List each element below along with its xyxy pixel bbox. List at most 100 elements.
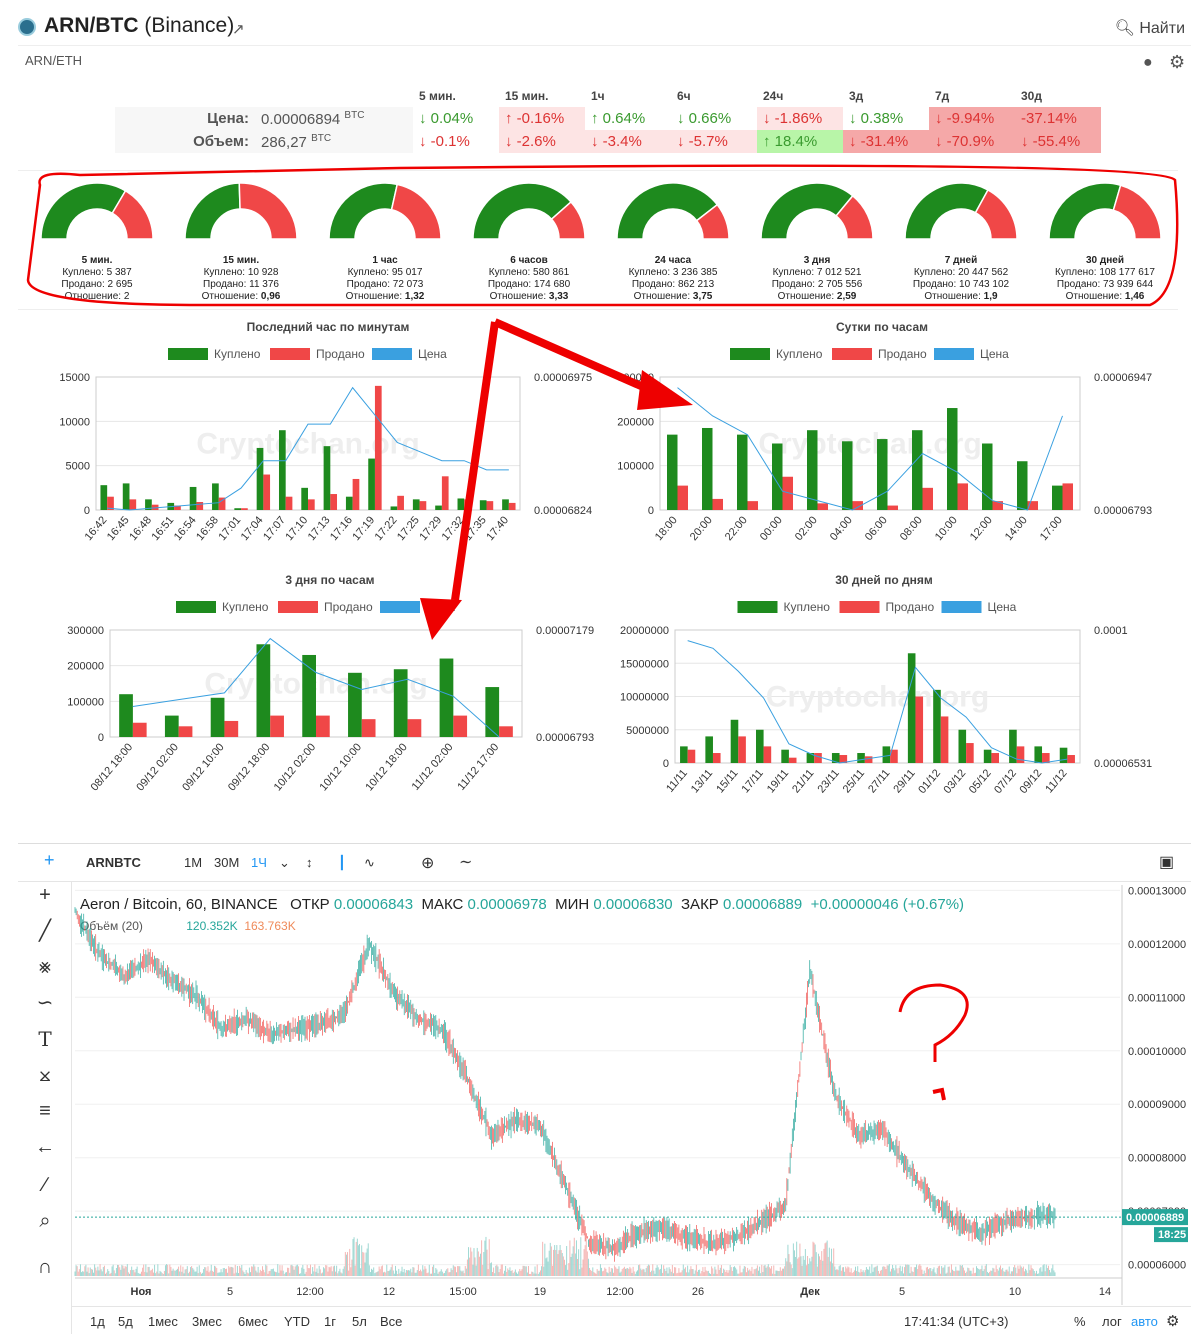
price-change-cell: -37.14% — [1015, 107, 1101, 130]
gauge-bought: Куплено: 10 928 — [203, 267, 279, 278]
log-toggle[interactable]: лог — [1102, 1314, 1122, 1329]
range-button[interactable]: 1мес — [148, 1314, 178, 1329]
x-tick: 17:00 — [1038, 514, 1065, 543]
settings-gear-icon[interactable]: ⚙ — [1166, 1313, 1180, 1330]
magnet-icon[interactable]: ∩ — [37, 1256, 53, 1278]
pattern-icon[interactable]: ⨲ — [39, 1064, 51, 1086]
price-line — [132, 637, 500, 738]
bar-bought — [348, 672, 362, 737]
bar-sold — [747, 501, 758, 510]
bar-bought — [368, 458, 375, 510]
bar-sold — [788, 757, 797, 763]
bar-bought — [756, 729, 764, 763]
symbol-input[interactable]: ARNBTC — [86, 855, 141, 870]
brush-icon[interactable]: ∽ — [36, 992, 54, 1014]
x-tick: 18:00 — [653, 514, 680, 543]
percent-toggle[interactable]: % — [1074, 1314, 1086, 1329]
page-title: ARN/BTC (Binance) — [44, 14, 235, 37]
external-link-icon[interactable]: ↗ — [232, 21, 245, 38]
bar-sold — [132, 722, 147, 737]
x-tick: 10/12 10:00 — [318, 741, 365, 793]
gauge-5: 24 часа Куплено: 3 236 385 Продано: 862 21… — [608, 181, 738, 303]
fib-icon[interactable]: ≡ — [39, 1100, 51, 1122]
x-tick: 25/11 — [841, 767, 867, 795]
volume-change-cell: ↓ -31.4% — [843, 130, 929, 153]
wave-icon[interactable]: ∼ — [459, 854, 473, 871]
chevron-down-icon[interactable]: ⌄ — [279, 855, 290, 870]
range-button[interactable]: 1д — [90, 1314, 105, 1329]
bar-sold — [712, 498, 723, 510]
range-button[interactable]: Все — [380, 1314, 403, 1329]
bar-sold — [1067, 755, 1075, 763]
bar-sold — [957, 483, 968, 510]
bar-bought — [167, 502, 175, 510]
crosshair-icon[interactable]: + — [44, 850, 55, 870]
bar-bought — [145, 499, 152, 510]
x-tick: 14:00 — [1003, 514, 1030, 543]
x-tick: 06:00 — [863, 514, 890, 543]
compare-icon[interactable]: ↕ — [306, 855, 313, 870]
trendline-icon[interactable]: ╱ — [38, 920, 52, 942]
bar-bought — [119, 694, 133, 737]
cursor-icon[interactable]: + — [39, 884, 51, 906]
pitchfork-icon[interactable]: ⨳ — [38, 956, 52, 978]
indicators-icon[interactable]: ∿ — [364, 855, 375, 870]
range-button[interactable]: 3мес — [192, 1314, 222, 1329]
gauge-bought-arc — [184, 182, 241, 240]
bar-sold — [330, 494, 338, 510]
gauge-sold-arc — [390, 183, 442, 240]
x-tick: 01/12 — [916, 767, 943, 796]
legend-label: Продано — [316, 347, 365, 361]
range-button[interactable]: 6мес — [238, 1314, 268, 1329]
bar-bought — [479, 500, 487, 510]
bar-sold — [285, 496, 293, 510]
interval-1h[interactable]: 1Ч — [251, 855, 267, 870]
x-tick: 16:58 — [194, 514, 221, 543]
search-button[interactable]: 🔍︎ Найти — [1114, 20, 1185, 37]
gauge-sold: Продано: 11 376 — [203, 279, 279, 290]
bar-sold — [308, 499, 315, 510]
bar-sold — [738, 736, 746, 763]
auto-toggle[interactable]: авто — [1131, 1314, 1158, 1329]
bar-bought — [1034, 746, 1043, 763]
range-button[interactable]: 5л — [352, 1314, 367, 1329]
x-tick: 17:10 — [283, 514, 310, 543]
bar-bought — [958, 729, 967, 763]
gear-icon[interactable]: ⚙ — [1169, 52, 1186, 72]
range-button[interactable]: 5д — [118, 1314, 133, 1329]
buy-sell-gauges: 5 мин. Куплено: 5 387 Продано: 2 695 Отноше… — [18, 170, 1178, 310]
bar-bought — [1009, 729, 1017, 763]
watermark: Cryptochan.org — [766, 681, 989, 714]
gauge-sold-arc — [238, 182, 298, 240]
x-tick: 10/12 18:00 — [363, 741, 410, 793]
x-tick: 16:51 — [150, 514, 177, 543]
bar-bought — [1052, 485, 1063, 510]
bar-bought — [705, 736, 713, 763]
camera-icon[interactable]: ▣ — [1159, 854, 1175, 871]
candles-icon[interactable]: ┃ — [338, 855, 346, 870]
range-button[interactable]: 1г — [324, 1314, 336, 1329]
range-button[interactable]: YTD — [284, 1314, 310, 1329]
bar-bought — [730, 719, 739, 763]
back-icon[interactable]: ← — [35, 1136, 55, 1158]
zoom-icon[interactable]: ⌕ — [39, 1210, 51, 1232]
interval-30m[interactable]: 30М — [214, 855, 240, 870]
legend-swatch — [941, 601, 982, 613]
y-tick: 0 — [648, 505, 654, 517]
legend-label: Продано — [324, 600, 373, 614]
chart-title: 30 дней по дням — [835, 573, 933, 587]
bar-sold — [852, 501, 863, 510]
x-tick: 09/12 18:00 — [226, 741, 273, 793]
gauge-title: 5 мин. — [81, 255, 113, 266]
x-tick: 16:42 — [83, 514, 110, 543]
text-icon[interactable]: T — [38, 1027, 52, 1051]
add-icon[interactable]: ⊕ — [421, 855, 435, 872]
user-icon[interactable]: ● — [1143, 54, 1153, 71]
bar-sold — [814, 753, 822, 763]
x-tick: 05/12 — [967, 767, 994, 796]
volume-value: 286,27 BTC — [255, 130, 413, 153]
interval-1m[interactable]: 1М — [184, 855, 203, 870]
ruler-icon[interactable]: ∕ — [43, 1174, 47, 1196]
alt-pair-link[interactable]: ARN/ETH — [25, 53, 83, 68]
gauge-sold-arc — [1112, 184, 1162, 240]
